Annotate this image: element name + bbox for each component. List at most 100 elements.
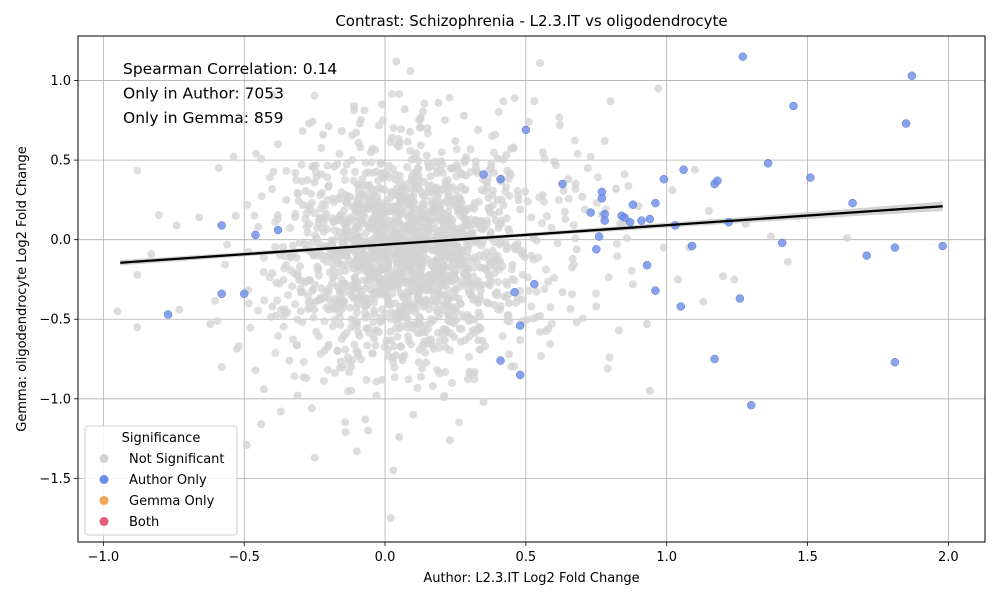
cloud-point [348,356,357,365]
not-significant-point [217,363,226,371]
cloud-point [275,279,284,288]
author-only-point [217,221,226,230]
cloud-point [465,352,473,361]
author-only-point [651,286,660,295]
cloud-point [361,284,370,293]
cloud-point [303,202,312,211]
cloud-point [502,183,511,191]
cloud-point [296,262,304,271]
cloud-point [316,293,325,302]
cloud-point [324,284,333,293]
not-significant-cloud [133,90,636,427]
cloud-point [259,253,268,262]
not-significant-point [361,415,370,424]
cloud-point [389,124,398,132]
cloud-point [268,185,277,193]
cloud-point [400,351,409,360]
cloud-point [317,284,326,293]
cloud-point [475,345,484,354]
cloud-point [467,203,476,212]
cloud-point [391,170,400,179]
cloud-point [293,190,302,199]
cloud-point [613,252,622,261]
cloud-point [316,191,325,200]
cloud-point [312,327,321,336]
cloud-point [387,90,396,98]
not-significant-point [350,102,358,110]
not-significant-point [392,316,401,325]
y-tick-label: 1.0 [50,74,71,89]
author-only-point [862,251,871,260]
not-significant-point [592,302,601,311]
cloud-point [376,284,385,292]
cloud-point [416,141,425,150]
cloud-point [485,165,494,174]
author-only-point [163,310,173,319]
cloud-point [488,190,497,199]
author-only-point [687,241,697,251]
cloud-point [372,167,381,176]
cloud-point [419,107,427,116]
cloud-point [421,213,430,222]
cloud-point [326,268,334,277]
not-significant-point [352,447,361,456]
cloud-point [559,186,568,195]
cloud-point [223,240,231,249]
cloud-point [448,303,457,311]
cloud-point [435,369,444,378]
not-significant-point [572,245,581,254]
author-only-point [217,289,226,299]
cloud-point [382,224,391,232]
not-significant-point [302,374,311,383]
cloud-point [379,116,387,125]
cloud-point [397,250,406,259]
not-significant-point [423,124,432,133]
not-significant-point [620,170,629,179]
cloud-point [471,157,480,166]
cloud-point [395,199,404,208]
x-tick-label: 0.5 [516,550,537,565]
author-only-point [738,52,748,61]
cloud-point [401,187,410,196]
cloud-point [317,144,326,152]
cloud-point [372,273,381,282]
grid [78,36,985,542]
author-only-point [521,125,531,135]
cloud-point [302,209,311,218]
cloud-point [410,204,418,212]
cloud-point [395,90,404,98]
author-only-point [510,287,519,297]
cloud-point [482,178,491,187]
cloud-point [271,348,280,357]
cloud-point [337,188,346,197]
cloud-point [458,170,467,179]
cloud-point [371,260,379,269]
cloud-point [356,251,365,260]
cloud-point [541,265,550,274]
cloud-point [250,211,259,220]
cloud-point [509,143,518,152]
cloud-point [521,187,530,196]
not-significant-point [766,232,775,241]
author-only-point [907,71,917,81]
cloud-point [291,168,300,177]
cloud-point [341,345,350,354]
cloud-point [506,171,515,180]
cloud-point [336,321,345,330]
cloud-point [502,214,511,223]
author-only-point [496,174,505,184]
cloud-point [395,138,404,147]
not-significant-point [338,363,347,371]
cloud-point [495,265,504,274]
not-significant-point [395,433,404,441]
author-only-point [789,101,798,111]
cloud-point [573,149,582,158]
cloud-point [485,208,494,217]
cloud-point [500,292,509,301]
cloud-point [305,219,314,228]
cloud-point [498,332,507,341]
cloud-point [259,268,268,277]
cloud-point [339,296,348,305]
cloud-point [612,239,621,248]
not-significant-point [257,420,266,429]
